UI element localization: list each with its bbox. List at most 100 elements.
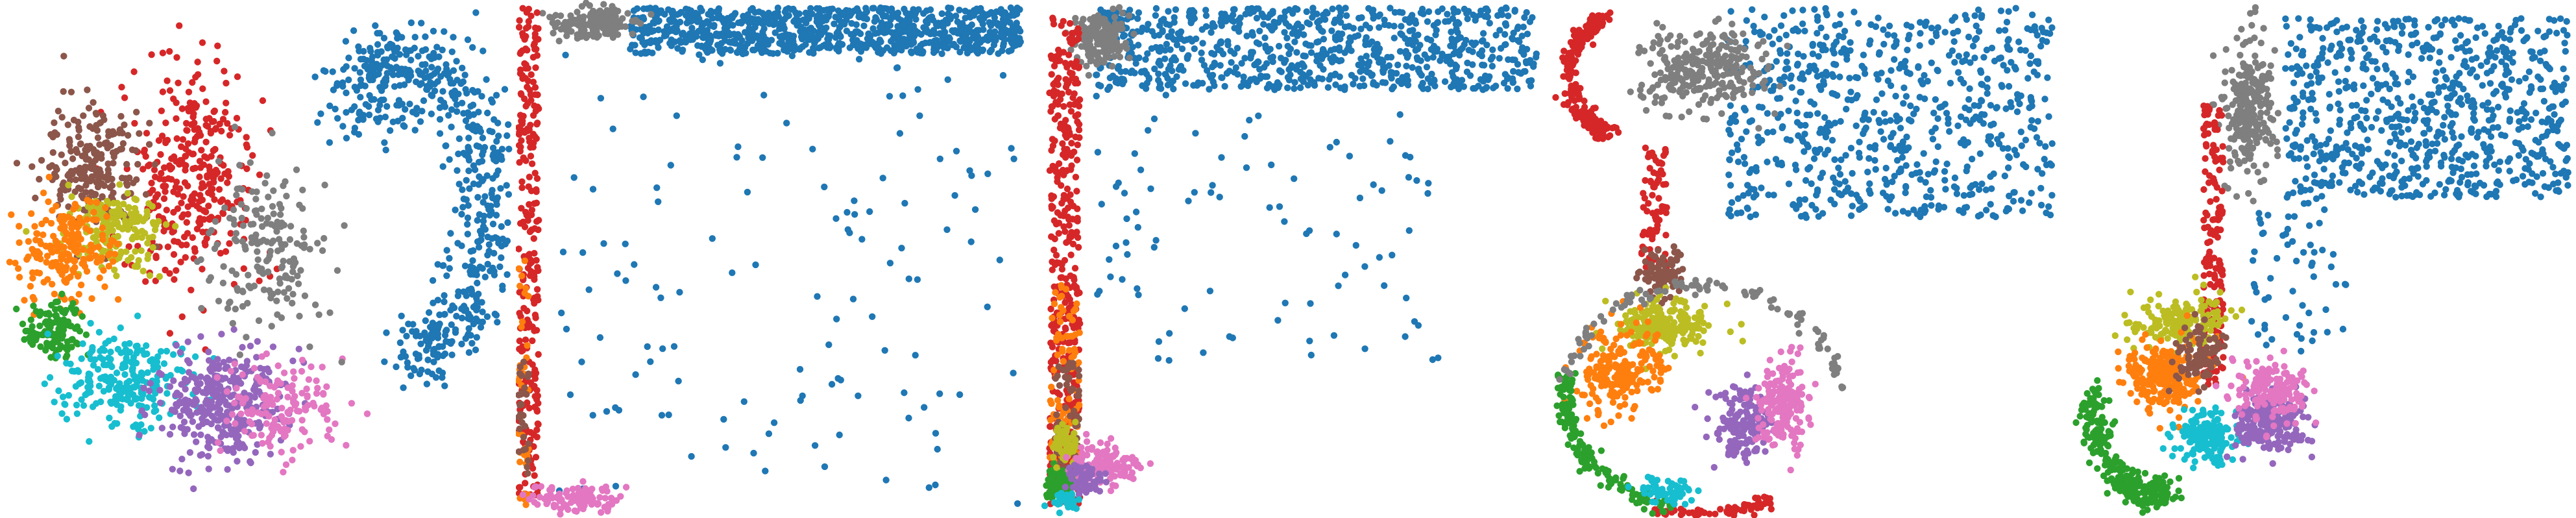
cluster-blue <box>1093 4 1540 93</box>
scatter-point <box>119 361 127 368</box>
scatter-point <box>752 261 759 269</box>
scatter-point <box>164 77 171 84</box>
scatter-point <box>1504 85 1511 92</box>
scatter-point <box>881 347 888 354</box>
scatter-point <box>825 341 832 349</box>
scatter-point <box>744 40 751 47</box>
scatter-point <box>29 269 36 277</box>
scatter-point <box>116 380 123 387</box>
scatter-point <box>178 157 186 164</box>
scatter-point <box>273 297 280 304</box>
scatter-point <box>86 387 93 394</box>
scatter-point <box>1280 16 1287 23</box>
scatter-point <box>105 384 112 391</box>
scatter-point <box>113 385 120 392</box>
scatter-point <box>193 438 200 445</box>
scatter-point <box>378 87 385 94</box>
scatter-point <box>991 28 999 35</box>
scatter-point <box>160 164 168 171</box>
scatter-point <box>237 363 245 371</box>
scatter-point <box>226 299 234 306</box>
scatter-point <box>1428 70 1435 78</box>
scatter-point <box>232 230 240 237</box>
scatter-point <box>289 268 297 275</box>
cluster-blue <box>311 47 435 154</box>
scatter-point <box>767 14 774 21</box>
scatter-point <box>501 86 509 93</box>
scatter-point <box>962 7 969 15</box>
scatter-point <box>90 160 97 168</box>
scatter-point <box>143 342 150 349</box>
scatter-point <box>128 146 136 153</box>
scatter-point <box>1424 18 1431 25</box>
scatter-point <box>1307 76 1314 83</box>
scatter-point <box>487 267 494 275</box>
scatter-point <box>60 88 67 95</box>
scatter-point <box>535 226 542 234</box>
scatter-point <box>250 432 257 439</box>
scatter-point <box>1228 59 1235 66</box>
scatter-point <box>380 96 387 103</box>
scatter-point <box>393 363 400 371</box>
scatter-point <box>463 196 470 203</box>
scatter-point <box>207 274 214 281</box>
scatter-point <box>1501 31 1509 38</box>
scatter-point <box>455 150 462 158</box>
scatter-point <box>1309 14 1316 21</box>
scatter-point <box>882 476 890 484</box>
scatter-point <box>130 423 137 430</box>
scatter-point <box>237 201 245 208</box>
scatter-point <box>108 175 115 182</box>
scatter-point <box>441 382 448 389</box>
scatter-point <box>100 361 108 369</box>
scatter-point <box>1253 14 1261 22</box>
scatter-point <box>1414 56 1421 64</box>
scatter-point <box>1173 41 1181 49</box>
scatter-point <box>449 302 456 310</box>
scatter-point <box>504 271 511 278</box>
scatter-point <box>526 404 533 412</box>
scatter-point <box>979 46 987 54</box>
scatter-point <box>176 349 184 356</box>
scatter-point <box>198 404 205 411</box>
scatter-point <box>111 266 118 273</box>
scatter-point <box>622 240 629 247</box>
scatter-point <box>534 91 541 99</box>
scatter-point <box>260 403 268 410</box>
scatter-point <box>12 260 19 267</box>
scatter-point <box>300 227 307 234</box>
scatter-point <box>217 433 225 441</box>
scatter-point <box>528 12 535 19</box>
scatter-point <box>304 393 311 401</box>
scatter-point <box>16 223 23 230</box>
scatter-point <box>245 282 252 290</box>
scatter-point <box>810 34 818 41</box>
scatter-point <box>417 340 424 347</box>
scatter-point <box>1442 18 1449 25</box>
scatter-point <box>557 12 565 19</box>
scatter-point <box>113 369 121 376</box>
scatter-point <box>77 236 84 243</box>
scatter-point <box>1441 78 1449 85</box>
scatter-point <box>807 25 815 32</box>
scatter-point <box>58 114 66 121</box>
scatter-point <box>980 26 987 33</box>
scatter-point <box>265 193 272 201</box>
scatter-point <box>243 141 250 149</box>
scatter-point <box>171 276 178 283</box>
scatter-point <box>152 193 160 201</box>
scatter-point <box>855 392 862 399</box>
scatter-point <box>118 249 125 256</box>
scatter-point <box>260 236 267 244</box>
scatter-point <box>925 484 932 491</box>
scatter-point <box>193 409 200 416</box>
scatter-point <box>1152 5 1160 12</box>
scatter-point <box>191 138 198 145</box>
scatter-point <box>357 56 365 63</box>
scatter-point <box>899 92 906 99</box>
scatter-point <box>1391 34 1398 42</box>
scatter-point <box>175 79 182 86</box>
scatter-point <box>302 406 310 413</box>
scatter-point <box>231 123 239 130</box>
scatter-point <box>69 336 76 343</box>
